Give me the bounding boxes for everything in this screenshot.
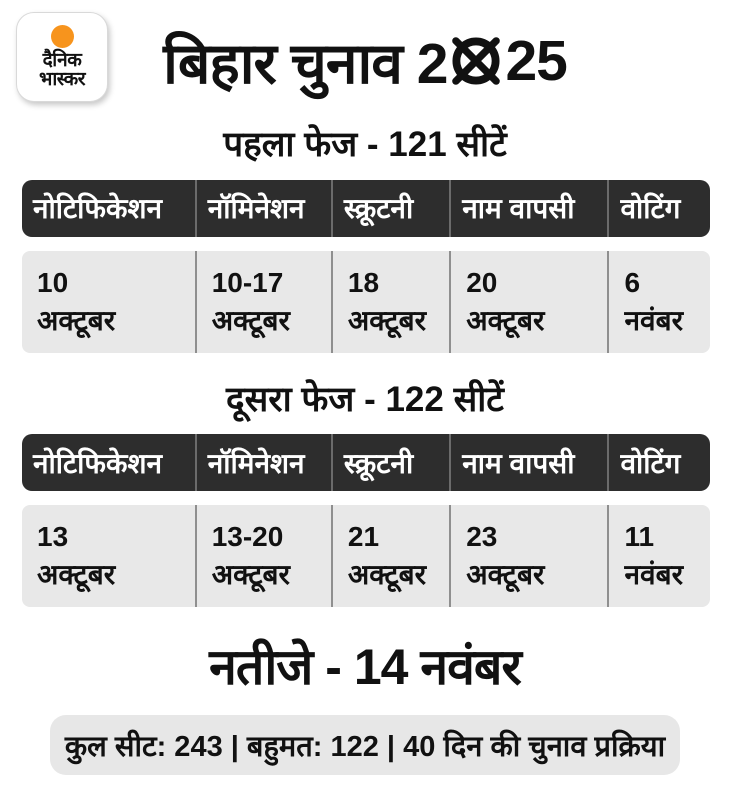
- phase1-heading: पहला फेज - 121 सीटें: [223, 125, 507, 164]
- dainik-bhaskar-logo: दैनिक भास्कर: [16, 12, 108, 102]
- phase2-table-header: नोटिफिकेशन नॉमिनेशन स्क्रूटनी नाम वापसी …: [22, 434, 710, 492]
- column-header-voting: वोटिंग: [607, 434, 710, 492]
- summary-bar: कुल सीट: 243 | बहुमत: 122 | 40 दिन की चु…: [50, 715, 680, 776]
- title-suffix: 25: [505, 29, 567, 93]
- column-header-notification: नोटिफिकेशन: [33, 193, 163, 224]
- phase1-voting-date: 6 नवंबर: [607, 250, 710, 353]
- column-header-nomination: नॉमिनेशन: [194, 434, 331, 492]
- column-header-scrutiny: स्क्रूटनी: [330, 434, 449, 492]
- phase1-table-row: 10 अक्टूबर 10-17 अक्टूबर 18 अक्टूबर 20 अ…: [22, 250, 710, 353]
- phase2-withdrawal-date: 23 अक्टूबर: [449, 505, 607, 608]
- header: दैनिक भास्कर बिहार चुनाव 2 25: [0, 0, 730, 108]
- phase2-table-row: 13 अक्टूबर 13-20 अक्टूबर 21 अक्टूबर 23 अ…: [22, 505, 710, 608]
- column-header-scrutiny: स्क्रूटनी: [330, 179, 449, 237]
- phase1-nomination-date: 10-17 अक्टूबर: [194, 250, 331, 353]
- results-heading: नतीजे - 14 नवंबर: [209, 639, 522, 696]
- column-header-voting: वोटिंग: [607, 179, 710, 237]
- phase1-scrutiny-date: 18 अक्टूबर: [330, 250, 449, 353]
- column-header-withdrawal: नाम वापसी: [449, 434, 607, 492]
- summary-text: कुल सीट: 243 | बहुमत: 122 | 40 दिन की चु…: [64, 730, 666, 763]
- title-prefix: बिहार चुनाव 2: [163, 32, 448, 96]
- phase2-table: नोटिफिकेशन नॉमिनेशन स्क्रूटनी नाम वापसी …: [22, 434, 710, 608]
- sun-dot-icon: [50, 24, 74, 48]
- logo-text-line1: दैनिक: [42, 49, 82, 71]
- phase1-notification-date: 10 अक्टूबर: [37, 266, 116, 336]
- page-title: बिहार चुनाव 2 25: [0, 22, 730, 100]
- logo-text-line2: भास्कर: [38, 69, 86, 90]
- phase1-table-header: नोटिफिकेशन नॉमिनेशन स्क्रूटनी नाम वापसी …: [22, 179, 710, 237]
- phase1-table: नोटिफिकेशन नॉमिनेशन स्क्रूटनी नाम वापसी …: [22, 179, 710, 353]
- phase1-withdrawal-date: 20 अक्टूबर: [449, 250, 607, 353]
- column-header-withdrawal: नाम वापसी: [449, 179, 607, 237]
- column-header-notification: नोटिफिकेशन: [33, 447, 163, 479]
- phase2-notification-date: 13 अक्टूबर: [37, 521, 116, 591]
- phase2-scrutiny-date: 21 अक्टूबर: [330, 505, 449, 608]
- column-header-nomination: नॉमिनेशन: [194, 179, 331, 237]
- phase2-heading: दूसरा फेज - 122 सीटें: [226, 379, 504, 419]
- phase2-voting-date: 11 नवंबर: [607, 505, 710, 608]
- phase2-nomination-date: 13-20 अक्टूबर: [194, 505, 331, 608]
- vote-stamp-icon: [452, 37, 501, 85]
